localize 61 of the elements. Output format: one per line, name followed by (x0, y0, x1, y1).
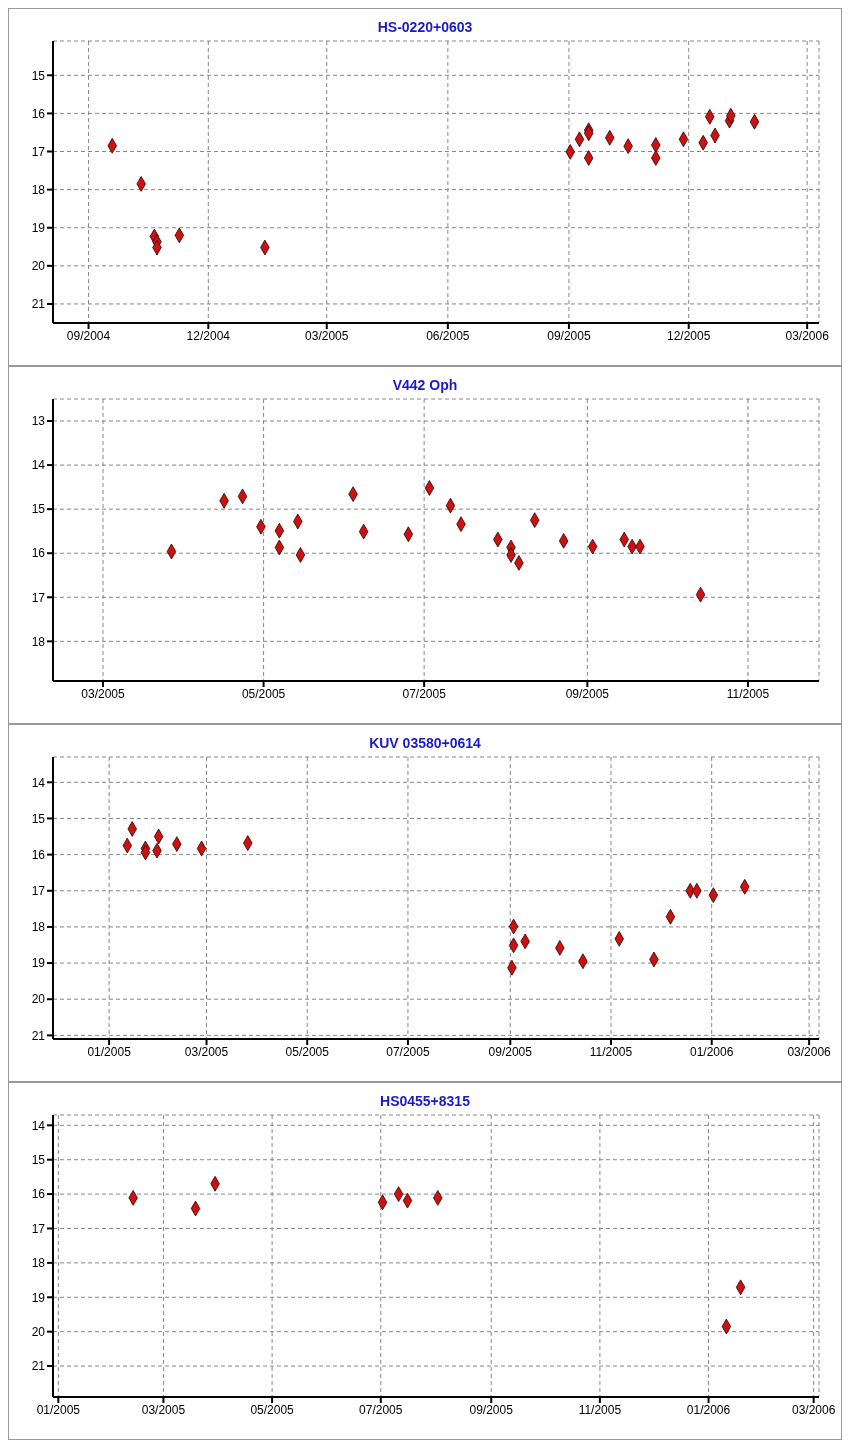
y-tick-label: 20 (31, 992, 46, 1007)
y-tick-label: 16 (31, 546, 46, 561)
x-tick-label: 03/2005 (184, 1044, 229, 1059)
y-tick-label: 13 (31, 414, 46, 429)
x-tick-label: 01/2005 (36, 1402, 81, 1417)
x-tick-label: 11/2005 (589, 1044, 633, 1059)
y-tick-label: 16 (31, 106, 46, 121)
y-tick-label: 18 (31, 1256, 46, 1271)
x-tick-label: 01/2005 (87, 1044, 132, 1059)
x-tick-label: 01/2006 (690, 1044, 734, 1059)
y-tick-label: 19 (31, 220, 46, 235)
x-tick-label: 09/2005 (488, 1044, 533, 1059)
y-tick-label: 17 (31, 144, 46, 159)
x-tick-label: 11/2005 (578, 1402, 622, 1417)
y-tick-label: 15 (31, 811, 46, 826)
y-tick-label: 17 (31, 1221, 46, 1236)
x-tick-label: 03/2006 (787, 1044, 832, 1059)
x-tick-label: 03/2006 (791, 1402, 836, 1417)
y-tick-label: 16 (31, 1187, 46, 1202)
y-tick-label: 21 (31, 1028, 46, 1043)
chart-title: HS0455+8315 (379, 1093, 471, 1109)
chart-title: V442 Oph (391, 377, 459, 393)
x-tick-label: 03/2005 (81, 686, 126, 701)
chart-title: KUV 03580+0614 (368, 735, 482, 751)
y-tick-label: 20 (31, 259, 46, 274)
x-tick-label: 05/2005 (250, 1402, 295, 1417)
y-tick-label: 19 (31, 956, 46, 971)
y-tick-label: 15 (31, 68, 46, 83)
y-tick-label: 18 (31, 920, 46, 935)
x-tick-label: 03/2005 (141, 1402, 186, 1417)
y-tick-label: 17 (31, 590, 46, 605)
y-tick-label: 16 (31, 847, 46, 862)
y-tick-label: 18 (31, 182, 46, 197)
chart-title: HS-0220+0603 (376, 19, 474, 35)
x-tick-label: 03/2005 (305, 328, 349, 343)
x-tick-label: 12/2004 (186, 328, 231, 343)
x-tick-label: 09/2004 (66, 328, 111, 343)
y-tick-label: 21 (31, 297, 46, 312)
y-tick-label: 18 (31, 634, 46, 649)
x-tick-label: 11/2005 (726, 686, 770, 701)
y-tick-label: 14 (31, 1118, 46, 1133)
x-tick-label: 05/2005 (241, 686, 286, 701)
y-tick-label: 15 (31, 502, 46, 517)
y-tick-label: 15 (31, 1152, 46, 1167)
x-tick-label: 05/2005 (285, 1044, 330, 1059)
x-tick-label: 12/2005 (667, 328, 711, 343)
x-tick-label: 07/2005 (386, 1044, 430, 1059)
x-tick-label: 09/2005 (565, 686, 610, 701)
y-tick-label: 19 (31, 1290, 46, 1305)
x-tick-label: 06/2005 (426, 328, 470, 343)
x-tick-label: 03/2006 (785, 328, 830, 343)
x-tick-label: 01/2006 (686, 1402, 731, 1417)
y-tick-label: 20 (31, 1324, 46, 1339)
y-tick-label: 17 (31, 884, 46, 899)
y-tick-label: 14 (31, 458, 46, 473)
x-tick-label: 09/2005 (469, 1402, 514, 1417)
x-tick-label: 07/2005 (359, 1402, 403, 1417)
x-tick-label: 07/2005 (402, 686, 447, 701)
y-tick-label: 21 (31, 1359, 46, 1374)
x-tick-label: 09/2005 (547, 328, 591, 343)
y-tick-label: 14 (31, 775, 46, 790)
